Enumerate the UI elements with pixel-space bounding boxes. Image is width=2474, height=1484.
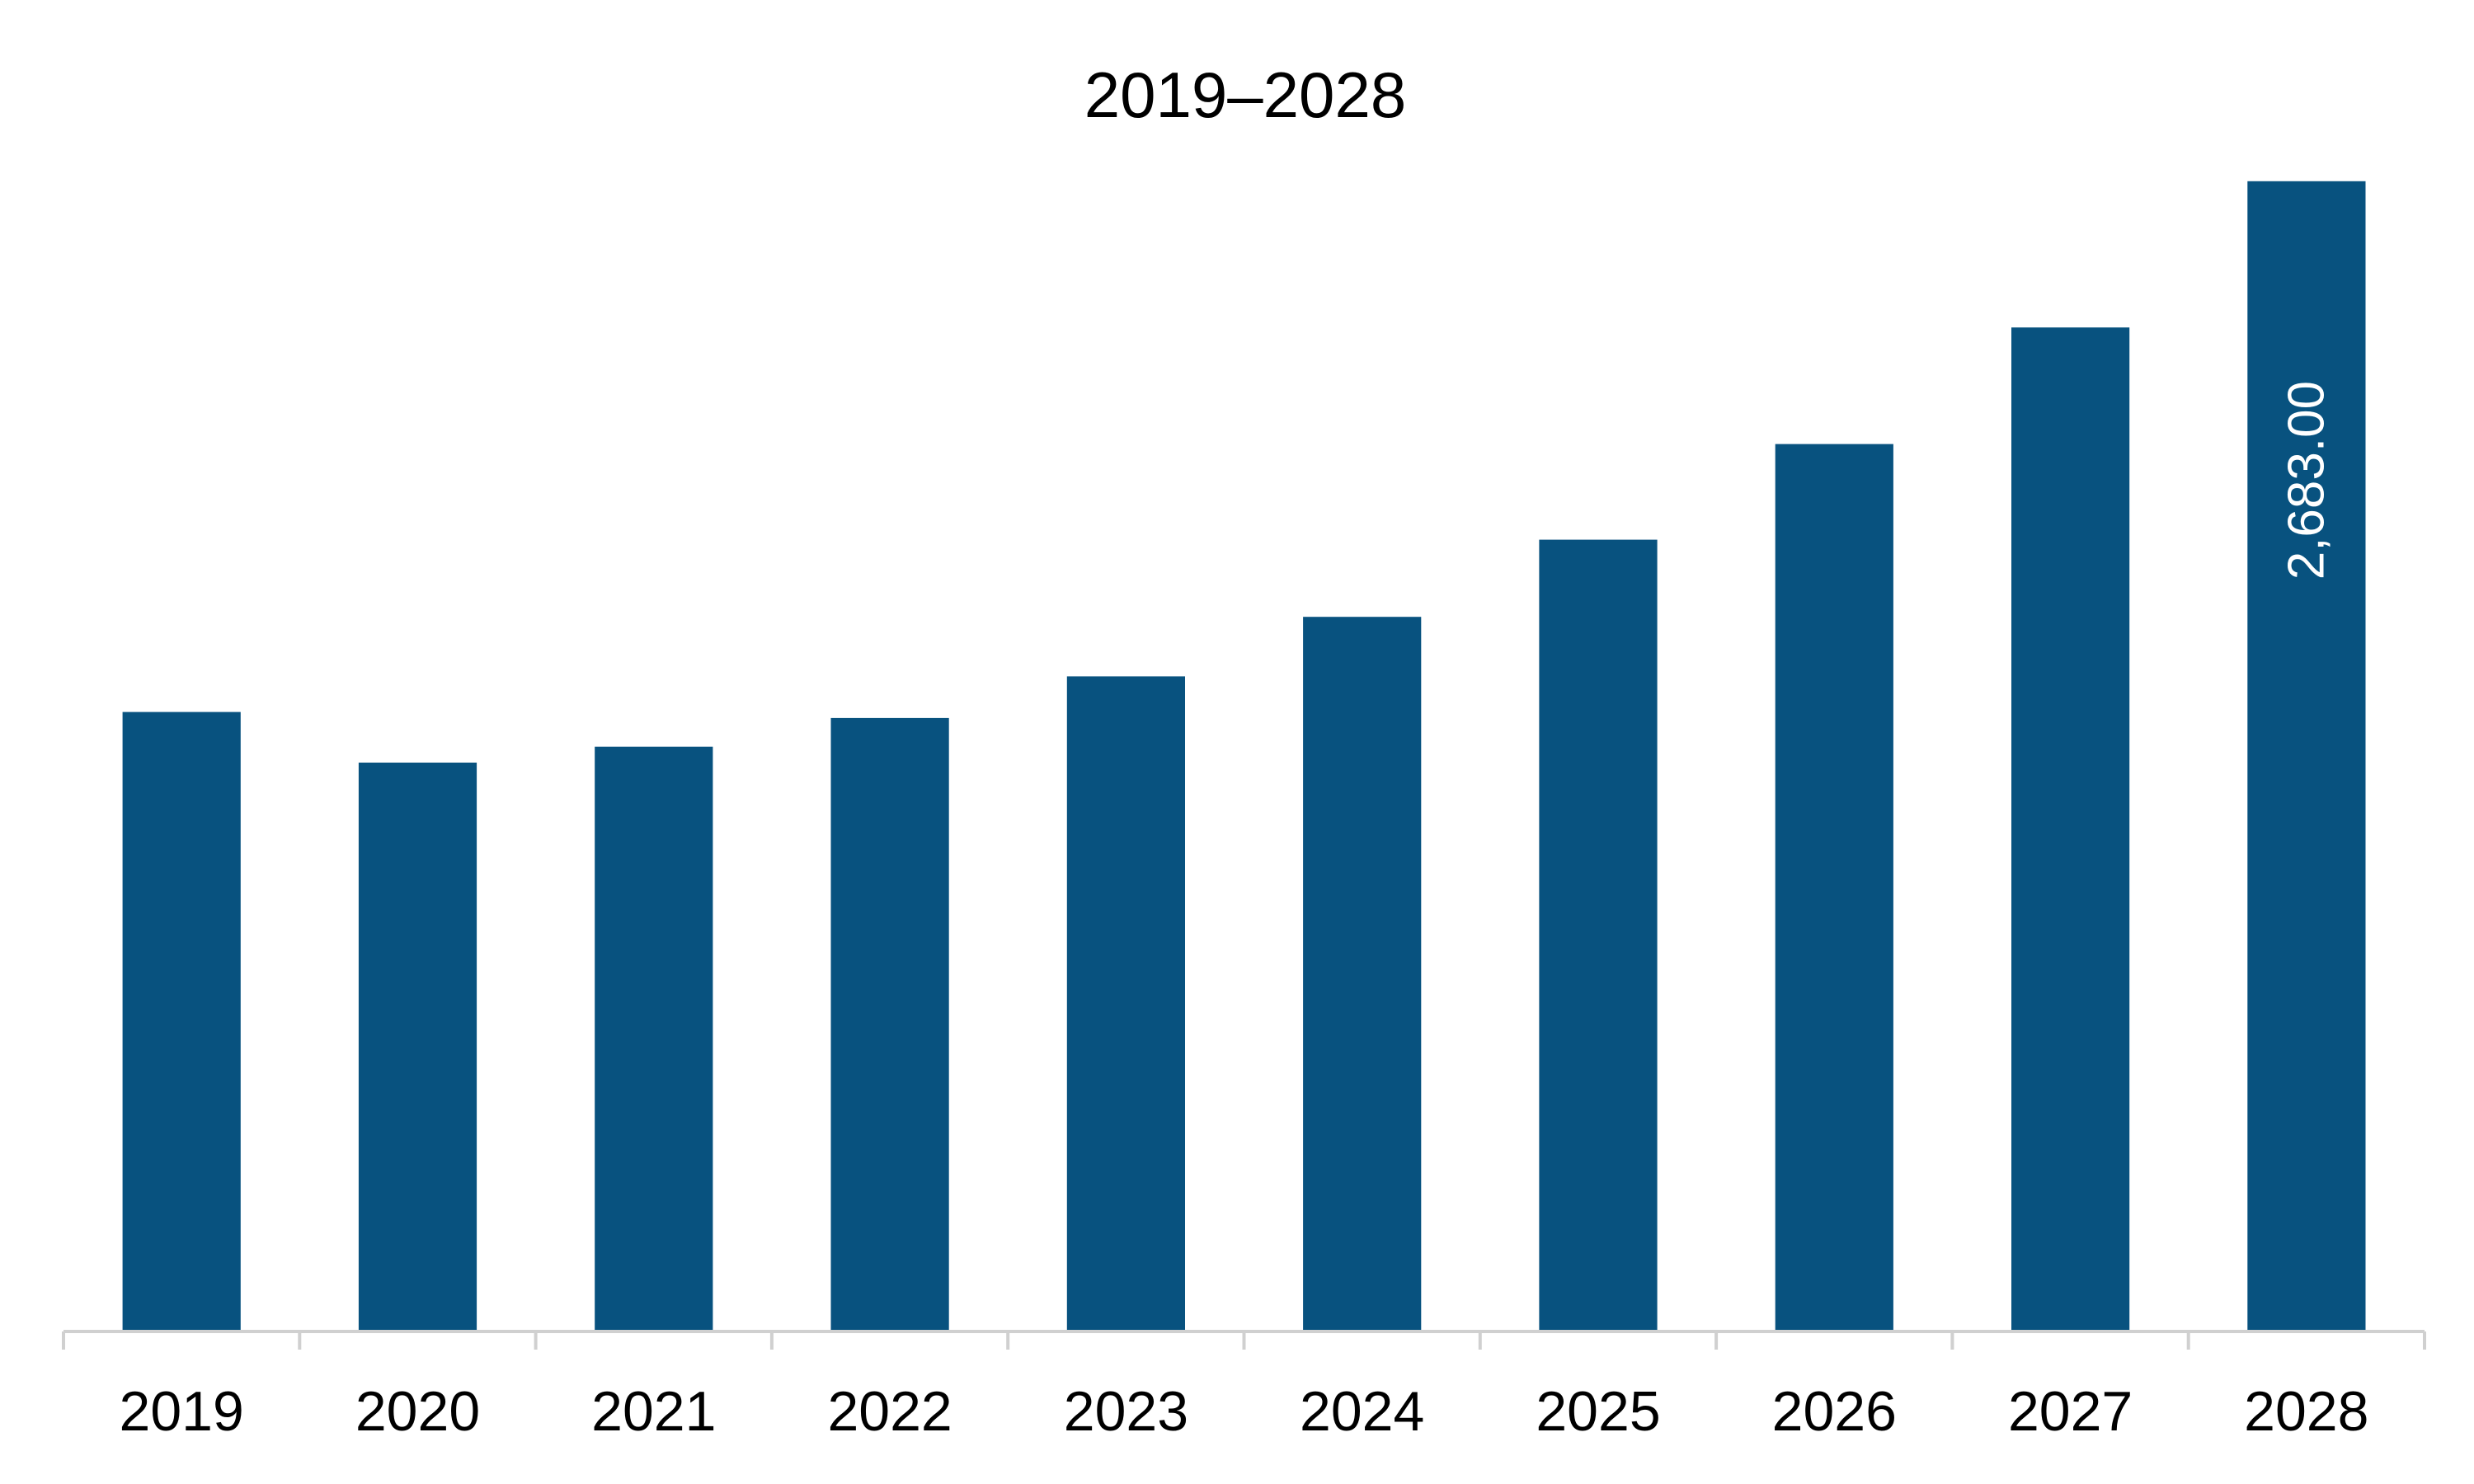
x-tick-labels: 2019 2020 2021 2022 2023 2024 2025 2026 2027 2028 <box>120 1380 2369 1443</box>
chart-title: 2019–2028 <box>1084 59 1406 131</box>
bar-2027 <box>2011 327 2130 1332</box>
data-labels-layer: 2,683.00 <box>2278 381 2335 580</box>
x-tick-label-2027: 2027 <box>2008 1380 2133 1443</box>
x-tick-label-2021: 2021 <box>591 1380 716 1443</box>
bar-2028 <box>2247 181 2366 1331</box>
x-tick-label-2028: 2028 <box>2244 1380 2368 1443</box>
x-tick-label-2024: 2024 <box>1300 1380 1424 1443</box>
bar-2024 <box>1303 617 1422 1331</box>
x-tick-label-2025: 2025 <box>1536 1380 1660 1443</box>
x-tick-label-2022: 2022 <box>827 1380 952 1443</box>
x-tick-label-2026: 2026 <box>1772 1380 1897 1443</box>
x-axis <box>62 1330 2426 1350</box>
bar-2023 <box>1066 676 1185 1331</box>
bar-2026 <box>1775 444 1893 1331</box>
bar-2020 <box>358 763 477 1331</box>
bar-2021 <box>595 746 713 1331</box>
x-tick-label-2023: 2023 <box>1064 1380 1188 1443</box>
bar-2019 <box>122 711 241 1331</box>
data-label-2028: 2,683.00 <box>2278 381 2335 580</box>
x-tick-label-2020: 2020 <box>355 1380 480 1443</box>
bar-2025 <box>1539 539 1658 1331</box>
bars-layer <box>122 181 2366 1332</box>
bar-2022 <box>830 717 949 1331</box>
x-tick-label-2019: 2019 <box>120 1380 244 1443</box>
